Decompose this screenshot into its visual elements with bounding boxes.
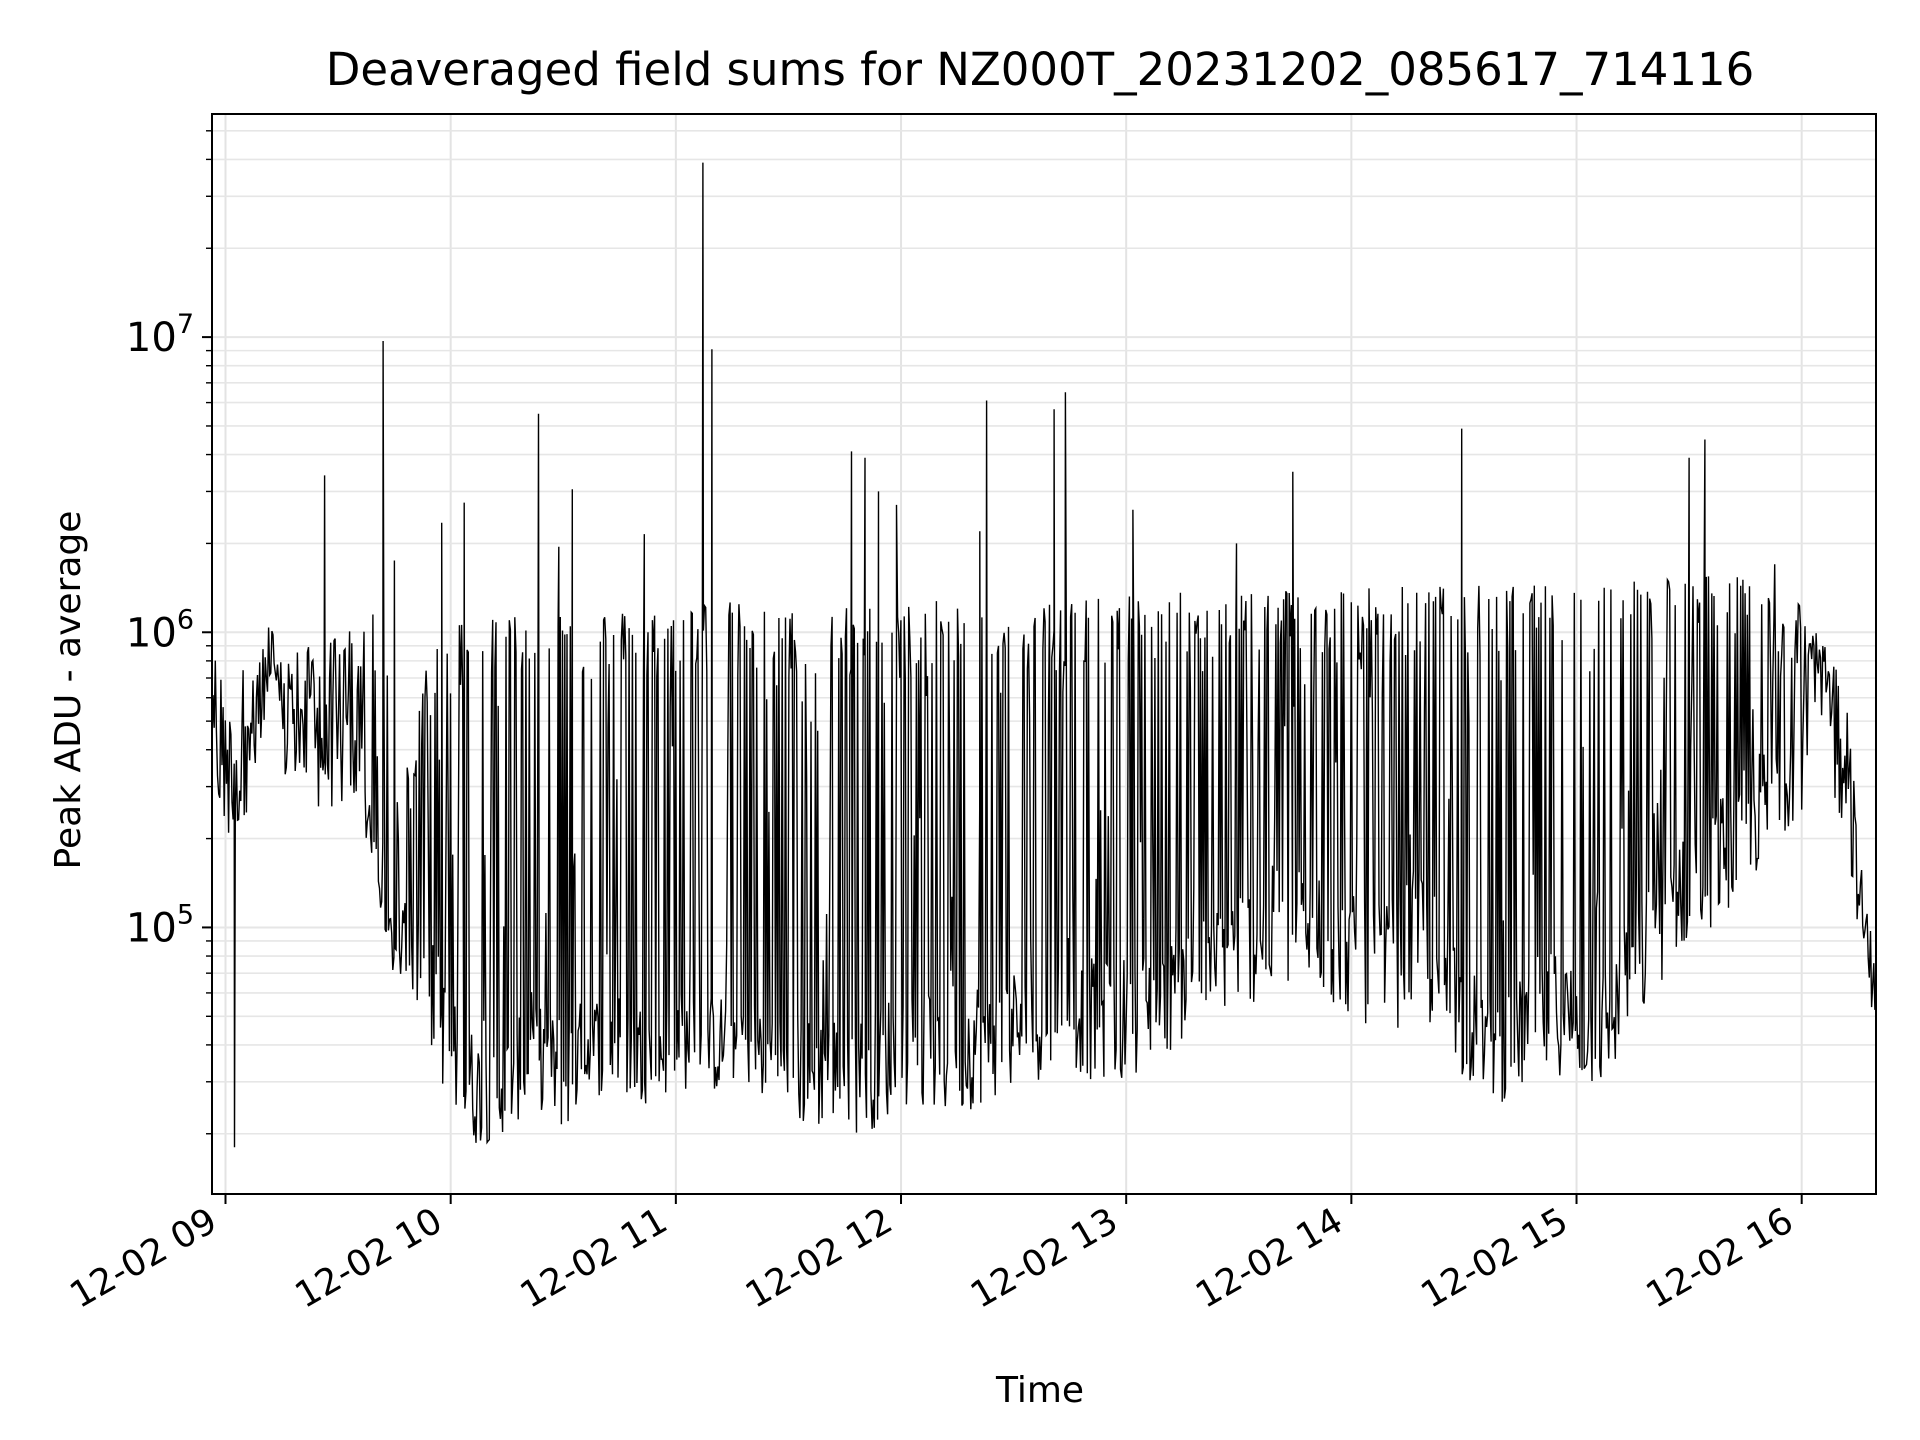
y-tick-label: 105 [126, 899, 194, 951]
y-tick-label: 106 [126, 604, 194, 656]
series-line [211, 162, 1877, 1148]
x-axis-label: Time [995, 1370, 1084, 1411]
plot-frame [211, 113, 1877, 1195]
y-tick-exponent: 6 [177, 604, 194, 635]
y-tick-label: 107 [126, 309, 194, 361]
series-layer [211, 162, 1877, 1148]
y-tick-exponent: 5 [177, 899, 194, 930]
chart-title: Deaveraged field sums for NZ000T_2023120… [326, 43, 1755, 96]
y-tick-base: 10 [126, 905, 177, 951]
y-tick-base: 10 [126, 315, 177, 361]
y-axis-label: Peak ADU - average [48, 511, 89, 870]
y-tick-base: 10 [126, 610, 177, 656]
y-tick-exponent: 7 [177, 309, 194, 340]
